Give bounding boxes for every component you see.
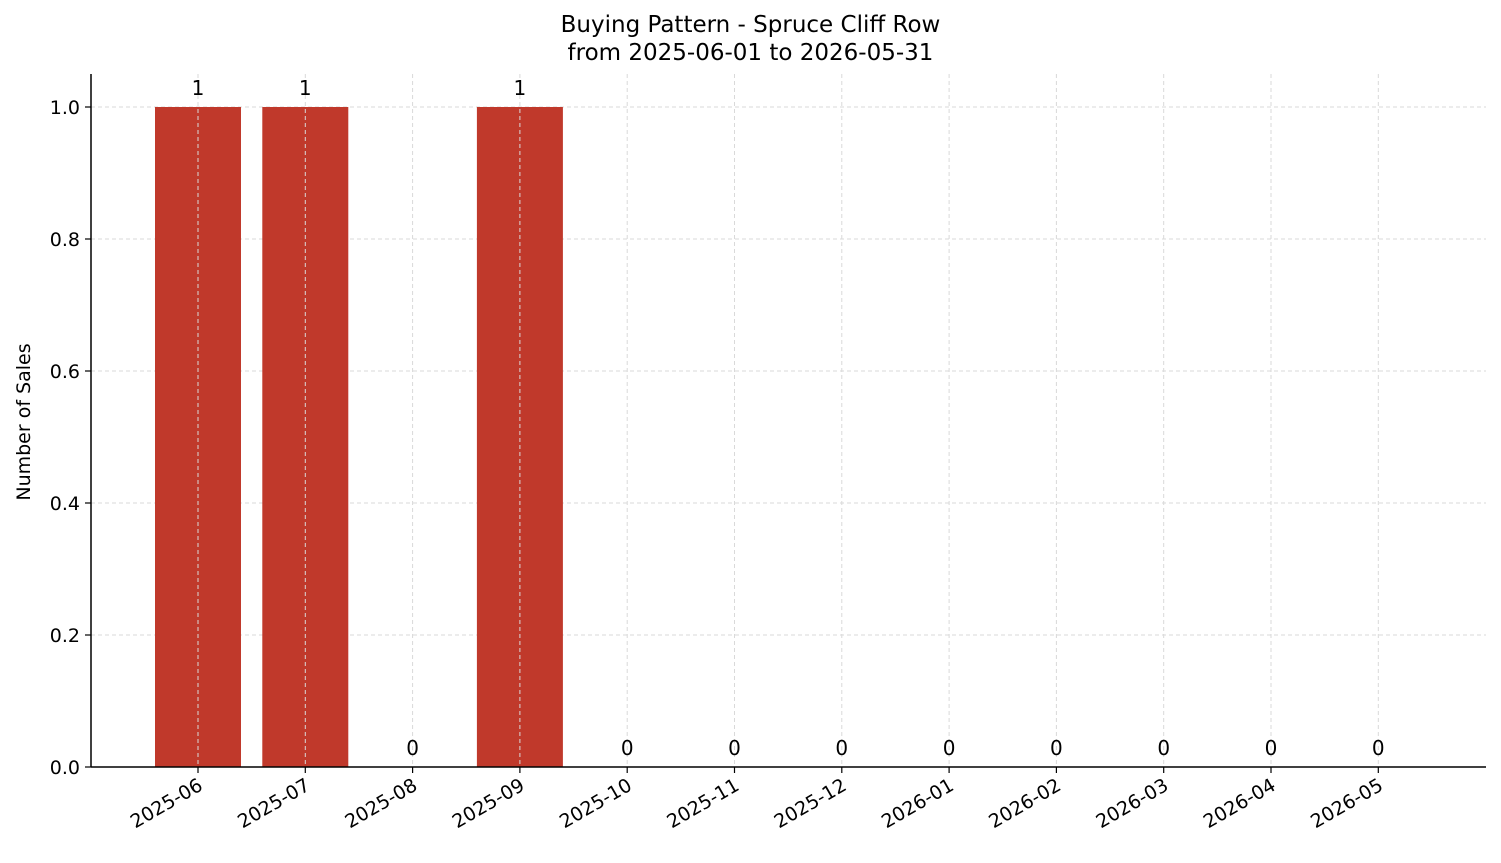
x-tick-label: 2026-05 (1307, 774, 1387, 833)
x-tick-label: 2025-06 (127, 774, 207, 833)
y-tick-label: 0.2 (50, 625, 80, 647)
y-tick-label: 0.6 (50, 361, 80, 383)
data-label: 0 (1157, 736, 1170, 760)
data-label: 0 (835, 736, 848, 760)
bar (262, 107, 349, 767)
data-label: 0 (1265, 736, 1278, 760)
data-label: 0 (1372, 736, 1385, 760)
x-tick-label: 2026-04 (1200, 774, 1280, 833)
x-tick-label: 2025-12 (771, 774, 851, 833)
bar (155, 107, 241, 767)
data-label: 1 (299, 76, 312, 100)
data-label: 0 (728, 736, 741, 760)
data-label: 0 (621, 736, 634, 760)
x-tick-label: 2025-08 (341, 774, 421, 833)
x-tick-label: 2026-01 (878, 774, 958, 833)
y-tick-label: 1.0 (50, 97, 80, 119)
y-tick-label: 0.8 (50, 229, 80, 251)
chart-title: Buying Pattern - Spruce Cliff Row (560, 12, 941, 38)
x-tick-label: 2025-11 (663, 774, 743, 833)
x-tick-label: 2026-02 (985, 774, 1065, 833)
data-label: 0 (406, 736, 419, 760)
x-tick-label: 2026-03 (1092, 774, 1172, 833)
chart-subtitle: from 2025-06-01 to 2026-05-31 (567, 40, 934, 66)
data-label: 1 (514, 76, 527, 100)
x-tick-label: 2025-09 (449, 774, 529, 833)
y-tick-label: 0.4 (50, 493, 80, 515)
data-label: 0 (943, 736, 956, 760)
data-label: 1 (192, 76, 205, 100)
x-tick-label: 2025-07 (234, 774, 314, 833)
data-label: 0 (1050, 736, 1063, 760)
bar (476, 107, 563, 767)
y-tick-label: 0.0 (50, 757, 80, 779)
x-tick-label: 2025-10 (556, 774, 636, 833)
